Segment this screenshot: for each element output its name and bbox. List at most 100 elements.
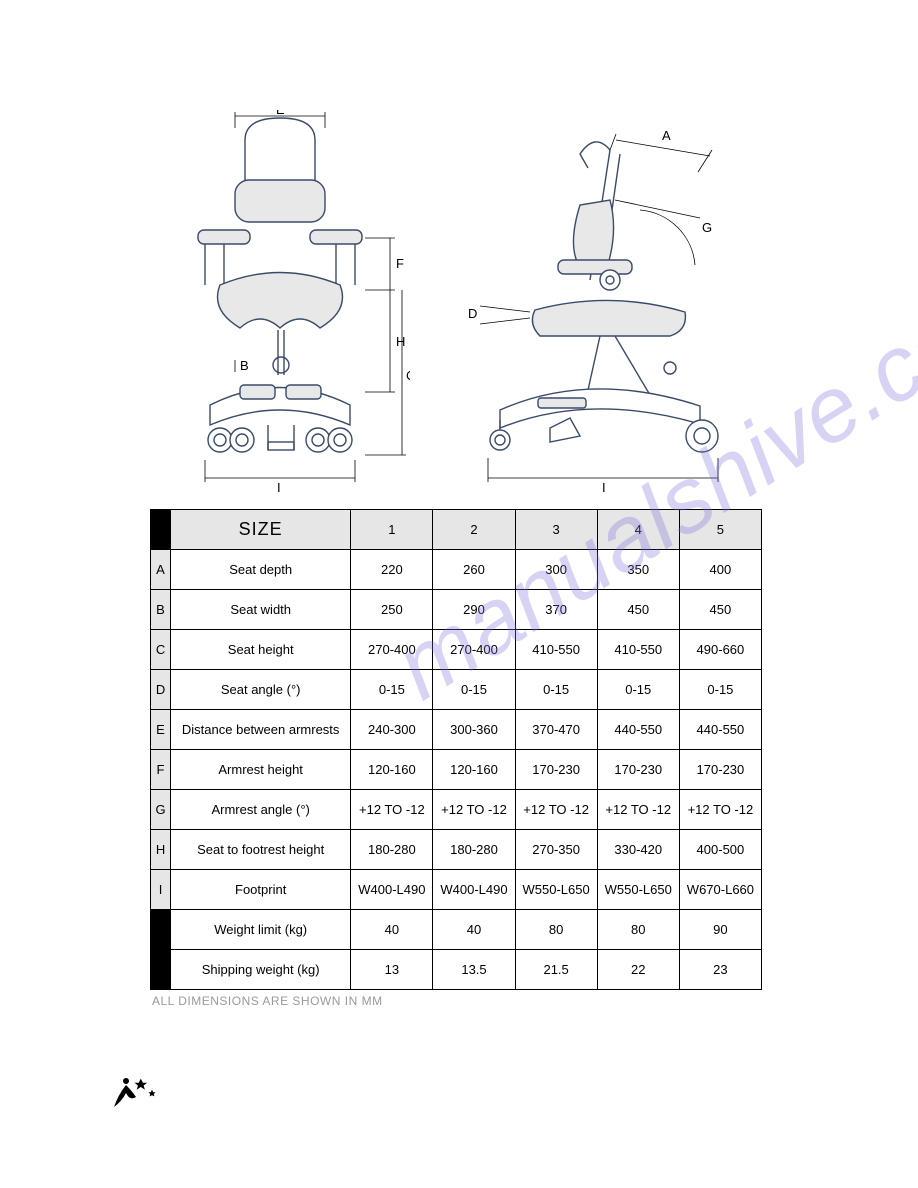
cell: 22 <box>597 950 679 990</box>
cell: 80 <box>515 910 597 950</box>
cell: 370-470 <box>515 710 597 750</box>
cell: 400-500 <box>679 830 761 870</box>
spec-table: SIZE 1 2 3 4 5 A Seat depth 220 260 300 … <box>150 509 762 990</box>
diagram-side: A G D I <box>440 110 770 505</box>
cell: 170-230 <box>597 750 679 790</box>
cell: W400-L490 <box>351 870 433 910</box>
cell: 40 <box>351 910 433 950</box>
cell: 300 <box>515 550 597 590</box>
cell: 23 <box>679 950 761 990</box>
size-col-3: 3 <box>515 510 597 550</box>
row-code: F <box>151 750 171 790</box>
cell: W550-L650 <box>597 870 679 910</box>
row-label: Footprint <box>171 870 351 910</box>
chair-side-svg: A G D I <box>440 110 770 500</box>
cell: 120-160 <box>433 750 515 790</box>
table-header-row: SIZE 1 2 3 4 5 <box>151 510 762 550</box>
cell: 180-280 <box>351 830 433 870</box>
cell: 440-550 <box>679 710 761 750</box>
cell: 330-420 <box>597 830 679 870</box>
cell: 450 <box>679 590 761 630</box>
diagram-row: E F H C B I <box>150 110 770 505</box>
cell: 80 <box>597 910 679 950</box>
table-row: B Seat width 250 290 370 450 450 <box>151 590 762 630</box>
table-row: D Seat angle (°) 0-15 0-15 0-15 0-15 0-1… <box>151 670 762 710</box>
row-code: A <box>151 550 171 590</box>
dim-label-I-side: I <box>602 480 606 495</box>
row-code: C <box>151 630 171 670</box>
diagram-front: E F H C B I <box>150 110 410 505</box>
row-code: G <box>151 790 171 830</box>
cell: 0-15 <box>597 670 679 710</box>
cell: 300-360 <box>433 710 515 750</box>
cell: W400-L490 <box>433 870 515 910</box>
row-label: Seat to footrest height <box>171 830 351 870</box>
dim-label-G: G <box>702 220 712 235</box>
cell: +12 TO -12 <box>351 790 433 830</box>
row-code: B <box>151 590 171 630</box>
cell: +12 TO -12 <box>597 790 679 830</box>
row-code: H <box>151 830 171 870</box>
row-label: Seat width <box>171 590 351 630</box>
cell: W550-L650 <box>515 870 597 910</box>
size-col-1: 1 <box>351 510 433 550</box>
cell: 250 <box>351 590 433 630</box>
cell: 170-230 <box>515 750 597 790</box>
table-row: H Seat to footrest height 180-280 180-28… <box>151 830 762 870</box>
cell: 490-660 <box>679 630 761 670</box>
row-label: Seat height <box>171 630 351 670</box>
row-code: D <box>151 670 171 710</box>
cell: 90 <box>679 910 761 950</box>
table-row: Weight limit (kg) 40 40 80 80 90 <box>151 910 762 950</box>
cell: 270-400 <box>351 630 433 670</box>
cell: 240-300 <box>351 710 433 750</box>
size-col-5: 5 <box>679 510 761 550</box>
cell: 270-350 <box>515 830 597 870</box>
row-label: Armrest height <box>171 750 351 790</box>
dim-label-A: A <box>662 128 671 143</box>
row-label: Seat angle (°) <box>171 670 351 710</box>
cell: +12 TO -12 <box>433 790 515 830</box>
cell: 450 <box>597 590 679 630</box>
cell: 290 <box>433 590 515 630</box>
cell: 13.5 <box>433 950 515 990</box>
table-row: G Armrest angle (°) +12 TO -12 +12 TO -1… <box>151 790 762 830</box>
dim-label-C: C <box>406 368 410 383</box>
table-row: F Armrest height 120-160 120-160 170-230… <box>151 750 762 790</box>
cell: 0-15 <box>515 670 597 710</box>
dim-label-H: H <box>396 334 405 349</box>
cell: 270-400 <box>433 630 515 670</box>
cell: +12 TO -12 <box>515 790 597 830</box>
row-label: Weight limit (kg) <box>171 910 351 950</box>
dim-label-E: E <box>276 110 285 117</box>
cell: 13 <box>351 950 433 990</box>
cell: 410-550 <box>515 630 597 670</box>
table-row: Shipping weight (kg) 13 13.5 21.5 22 23 <box>151 950 762 990</box>
table-row: A Seat depth 220 260 300 350 400 <box>151 550 762 590</box>
cell: 21.5 <box>515 950 597 990</box>
black-cell <box>151 910 171 990</box>
cell: 220 <box>351 550 433 590</box>
size-header: SIZE <box>171 510 351 550</box>
dim-label-I-front: I <box>277 480 281 495</box>
header-black-cell <box>151 510 171 550</box>
dim-label-D: D <box>468 306 477 321</box>
cell: 120-160 <box>351 750 433 790</box>
size-col-2: 2 <box>433 510 515 550</box>
dimensions-footnote: ALL DIMENSIONS ARE SHOWN IN MM <box>152 994 770 1008</box>
brand-logo-icon <box>110 1073 160 1118</box>
cell: 260 <box>433 550 515 590</box>
row-code: E <box>151 710 171 750</box>
cell: 410-550 <box>597 630 679 670</box>
cell: 40 <box>433 910 515 950</box>
chair-front-svg: E F H C B I <box>150 110 410 500</box>
table-row: E Distance between armrests 240-300 300-… <box>151 710 762 750</box>
row-label: Shipping weight (kg) <box>171 950 351 990</box>
manual-page: E F H C B I <box>150 110 770 1008</box>
cell: 440-550 <box>597 710 679 750</box>
cell: W670-L660 <box>679 870 761 910</box>
row-code: I <box>151 870 171 910</box>
row-label: Distance between armrests <box>171 710 351 750</box>
cell: 370 <box>515 590 597 630</box>
cell: 0-15 <box>351 670 433 710</box>
